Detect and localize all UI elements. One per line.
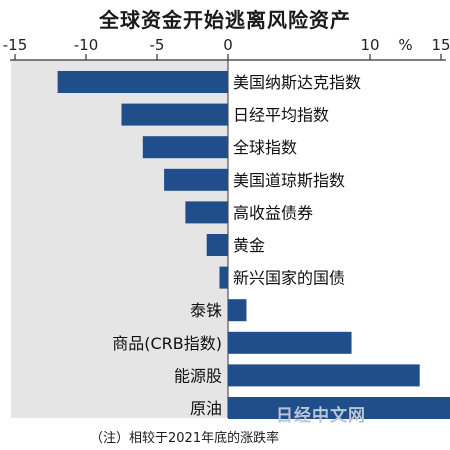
chart-note: （注）相较于2021年底的涨跌率: [90, 431, 280, 446]
chart-title: 全球资金开始逃离风险资产: [99, 8, 351, 32]
bar-5: [206, 234, 228, 256]
bar-9: [228, 364, 420, 387]
x-tick-label-3: 0: [223, 36, 233, 54]
category-label-7: 泰铢: [190, 301, 222, 320]
category-label-10: 原油: [190, 399, 222, 418]
bar-7: [228, 299, 247, 322]
bar-1: [121, 103, 228, 126]
x-tick-label-2: -5: [150, 36, 165, 54]
category-label-0: 美国纳斯达克指数: [233, 73, 361, 92]
category-label-3: 美国道琼斯指数: [233, 171, 345, 190]
category-label-9: 能源股: [174, 366, 222, 385]
watermark: 日经中文网: [276, 406, 366, 426]
category-label-8: 商品(CRB指数): [112, 334, 222, 353]
unit-label: %: [398, 36, 412, 54]
bar-2: [142, 136, 228, 159]
bar-4: [185, 201, 228, 224]
x-tick-label-4: 10: [360, 36, 379, 54]
x-tick-label-0: -15: [3, 36, 28, 54]
category-label-4: 高收益债券: [233, 203, 313, 222]
bar-10: [228, 397, 450, 419]
category-label-1: 日经平均指数: [233, 106, 329, 125]
x-tick-label-1: -10: [74, 36, 99, 54]
bar-3: [164, 168, 228, 191]
category-label-2: 全球指数: [233, 138, 297, 157]
bar-8: [228, 331, 352, 354]
category-label-6: 新兴国家的国债: [233, 269, 345, 288]
x-tick-label-5: 15: [431, 36, 450, 54]
category-label-5: 黄金: [233, 236, 265, 255]
bar-0: [57, 71, 228, 93]
bar-6: [219, 266, 228, 289]
